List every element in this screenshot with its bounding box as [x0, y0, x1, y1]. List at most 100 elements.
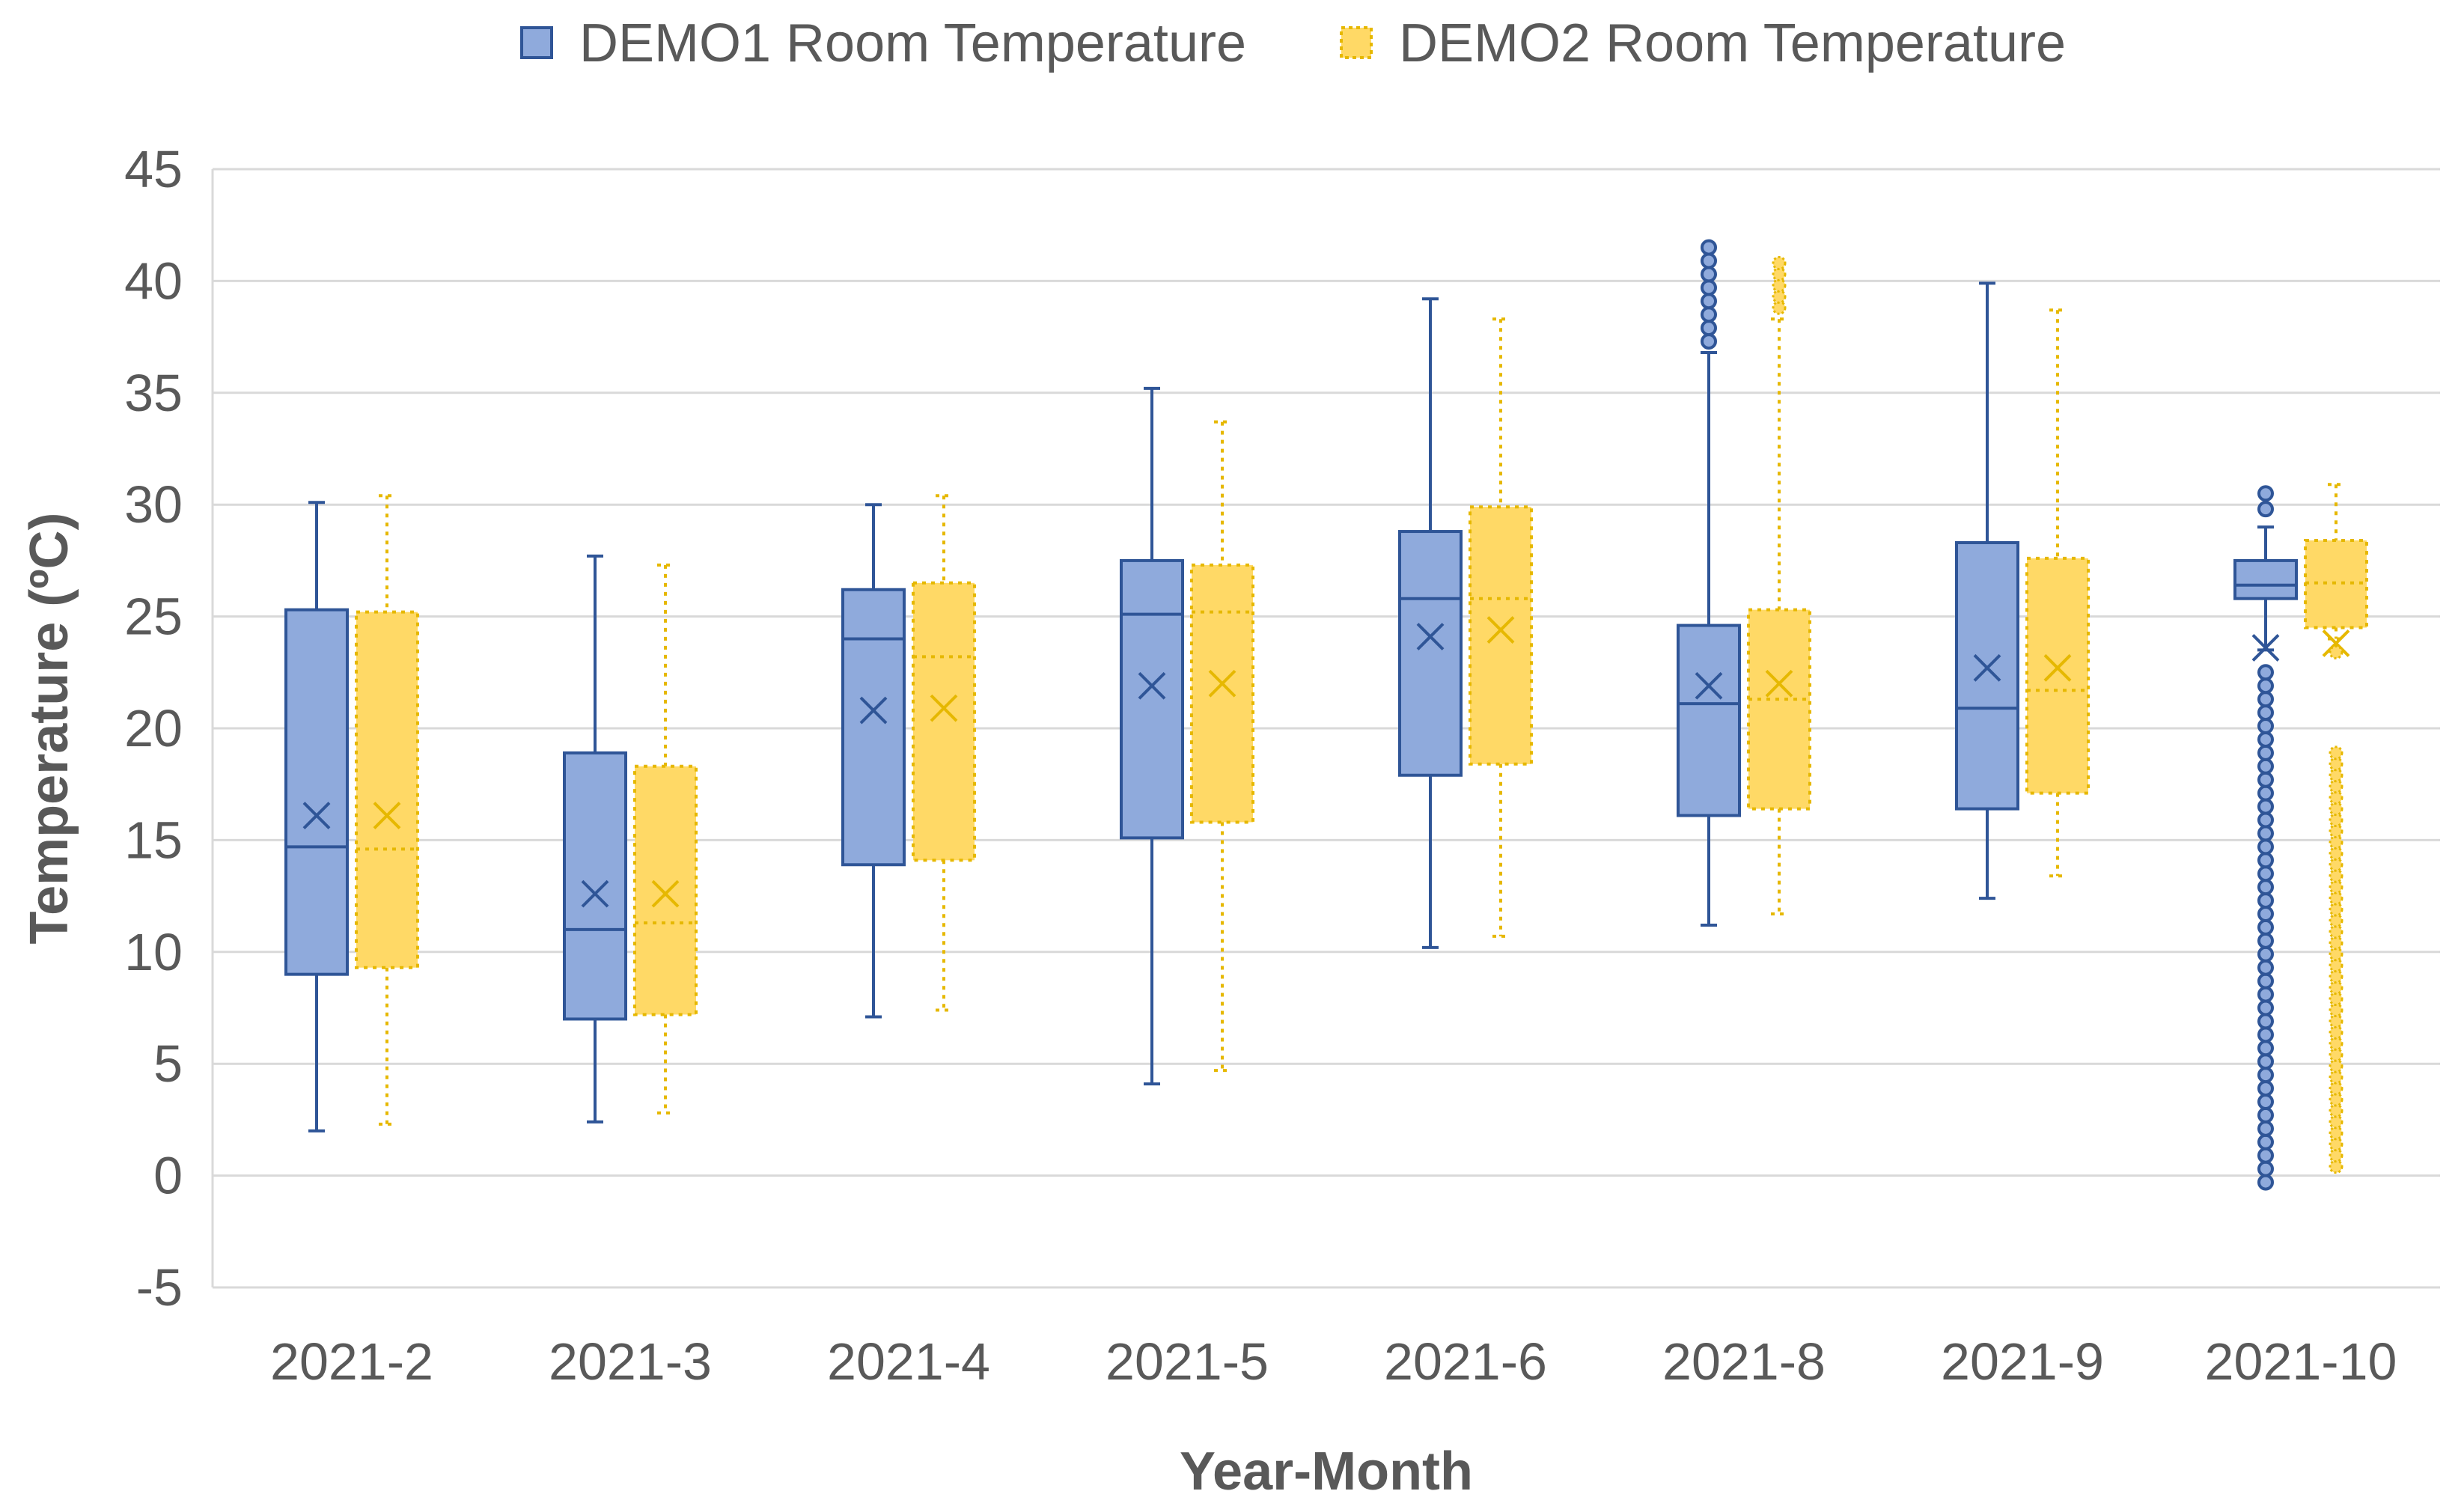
- box: [912, 581, 976, 862]
- y-tick-label: 15: [124, 811, 183, 869]
- outlier-point: [2257, 852, 2274, 869]
- legend: DEMO1 Room Temperature DEMO2 Room Tempera…: [520, 13, 2066, 73]
- outlier-point: [2257, 1120, 2274, 1137]
- x-tick-label: 2021-8: [1662, 1332, 1826, 1391]
- box-2-2021-5: [1190, 420, 1254, 1073]
- mean-marker: [651, 879, 680, 908]
- outlier-point: [2257, 771, 2274, 788]
- y-tick-labels: -5 0 5 10 15 20 25 30 35 40 45: [124, 140, 183, 1317]
- mean-marker: [1765, 669, 1793, 698]
- box: [2233, 558, 2298, 600]
- outlier-point: [2257, 757, 2274, 775]
- box-2-2021-4: [912, 494, 976, 1012]
- mean-marker: [859, 696, 888, 725]
- outlier-point: [2257, 784, 2274, 802]
- mean-marker: [2251, 634, 2280, 662]
- outlier-point: [2257, 1026, 2274, 1043]
- outlier-point: [2257, 892, 2274, 909]
- x-tick-label: 2021-2: [270, 1332, 433, 1391]
- outlier-point: [2257, 744, 2274, 761]
- outlier-point: [2257, 999, 2274, 1016]
- box: [1190, 563, 1254, 824]
- outlier-point: [1701, 320, 1717, 337]
- outlier-point: [2257, 677, 2274, 695]
- outlier-point: [2257, 1080, 2274, 1097]
- outlier-point: [2257, 1013, 2274, 1030]
- outlier-point: [2257, 1093, 2274, 1110]
- box-2-2021-10: [2304, 483, 2368, 1174]
- y-tick-label: 25: [124, 588, 183, 646]
- y-tick-label: 20: [124, 699, 183, 757]
- outlier-point: [2257, 691, 2274, 708]
- outlier-point: [2257, 838, 2274, 856]
- x-tick-label: 2021-4: [827, 1332, 990, 1391]
- box-2-2021-8: [1747, 255, 1811, 916]
- box-plots: [284, 239, 2368, 1191]
- y-tick-label: 0: [153, 1147, 183, 1205]
- y-tick-label: 30: [124, 475, 183, 534]
- box: [1955, 540, 2019, 811]
- box: [1747, 608, 1811, 811]
- box-1-2021-4: [841, 503, 906, 1019]
- mean-marker: [1486, 616, 1515, 644]
- x-tick-label: 2021-9: [1941, 1332, 2104, 1391]
- box: [563, 751, 627, 1021]
- outlier-point: [2257, 664, 2274, 681]
- y-tick-label: 35: [124, 364, 183, 422]
- legend-label-2: DEMO2 Room Temperature: [1399, 13, 2066, 73]
- outlier-point: [2257, 1133, 2274, 1150]
- outlier-point: [2257, 986, 2274, 1003]
- outlier-point: [1701, 239, 1717, 256]
- box-2-2021-9: [2025, 308, 2090, 878]
- y-tick-label: 10: [124, 923, 183, 981]
- x-tick-labels: 2021-2 2021-3 2021-4 2021-5 2021-6 2021-8 2021…: [270, 1332, 2397, 1391]
- mean-marker: [1973, 653, 2001, 682]
- outlier-point: [2257, 1067, 2274, 1084]
- outlier-point: [2257, 1147, 2274, 1164]
- y-axis-title: Temperature (ºC): [19, 512, 79, 944]
- outlier-point: [2257, 906, 2274, 923]
- x-tick-label: 2021-3: [549, 1332, 712, 1391]
- outlier-point: [1701, 266, 1717, 283]
- x-tick-label: 2021-5: [1106, 1332, 1269, 1391]
- box-1-2021-8: [1677, 239, 1741, 927]
- y-tick-label: 5: [153, 1034, 183, 1093]
- outlier-point: [2329, 746, 2343, 760]
- outlier-point: [2257, 945, 2274, 963]
- outlier-point: [2257, 1053, 2274, 1070]
- mean-marker: [1695, 671, 1723, 700]
- outlier-point: [2257, 485, 2274, 502]
- box: [2025, 556, 2090, 795]
- legend-swatch-2: [1340, 26, 1373, 59]
- outlier-point: [2257, 811, 2274, 829]
- legend-label-1: DEMO1 Room Temperature: [579, 13, 1246, 73]
- mean-marker: [2322, 629, 2350, 657]
- box: [284, 608, 349, 976]
- box: [1398, 530, 1463, 777]
- outlier-point: [1772, 255, 1787, 270]
- box-1-2021-10: [2233, 485, 2298, 1191]
- mean-marker: [1416, 623, 1445, 650]
- y-tick-label: 45: [124, 140, 183, 198]
- outlier-point: [1701, 252, 1717, 269]
- x-axis-title: Year-Month: [1180, 1442, 1473, 1500]
- outlier-point: [1701, 293, 1717, 310]
- x-tick-label: 2021-6: [1384, 1332, 1547, 1391]
- outlier-point: [2257, 865, 2274, 882]
- gridlines: [211, 168, 2440, 1289]
- mean-marker: [581, 879, 609, 908]
- box-1-2021-3: [563, 554, 627, 1124]
- mean-marker: [1138, 671, 1166, 700]
- outlier-point: [1701, 306, 1717, 323]
- box-1-2021-2: [284, 501, 349, 1132]
- mean-marker: [1208, 669, 1236, 698]
- outlier-point: [2257, 1160, 2274, 1177]
- outlier-point: [2257, 879, 2274, 896]
- box-2-2021-6: [1469, 317, 1533, 938]
- outlier-point: [1701, 333, 1717, 350]
- mean-marker: [2043, 653, 2072, 682]
- box: [841, 588, 906, 867]
- box: [1469, 505, 1533, 766]
- outlier-point: [2257, 704, 2274, 722]
